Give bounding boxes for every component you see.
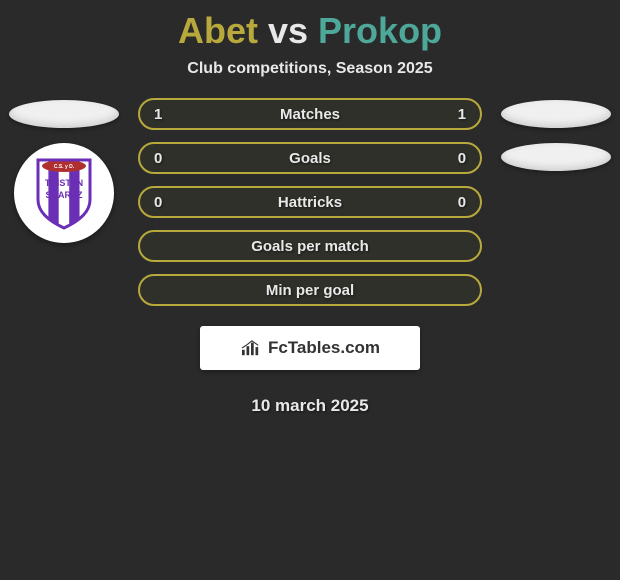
fctables-text: FcTables.com	[268, 338, 380, 358]
svg-text:C.S. y D.: C.S. y D.	[54, 164, 75, 170]
stat-row-goals-per-match: Goals per match	[138, 230, 482, 262]
stat-right-value: 0	[446, 194, 466, 211]
stat-left-value: 0	[154, 150, 174, 167]
player1-avatar-placeholder	[9, 100, 119, 128]
svg-text:SUAREZ: SUAREZ	[45, 190, 83, 200]
stat-right-value: 1	[446, 106, 466, 123]
stat-label: Goals	[289, 150, 331, 167]
comparison-widget: Abet vs Prokop Club competitions, Season…	[0, 0, 620, 426]
stat-row-min-per-goal: Min per goal	[138, 274, 482, 306]
stat-left-value: 0	[154, 194, 174, 211]
svg-text:TRISTAN: TRISTAN	[45, 178, 83, 188]
player2-avatar-placeholder	[501, 100, 611, 128]
main-area: C.S. y D. TRISTAN SUAREZ 1 Matches 1 0 G…	[0, 98, 620, 416]
shield-icon: C.S. y D. TRISTAN SUAREZ	[34, 156, 94, 230]
stat-row-matches: 1 Matches 1	[138, 98, 482, 130]
stat-left-value: 1	[154, 106, 174, 123]
stat-right-value: 0	[446, 150, 466, 167]
vs-text: vs	[268, 10, 308, 51]
stat-label: Matches	[280, 106, 340, 123]
player1-name: Abet	[178, 10, 258, 51]
stat-label: Hattricks	[278, 194, 342, 211]
stat-row-goals: 0 Goals 0	[138, 142, 482, 174]
player2-team-placeholder	[501, 143, 611, 171]
stat-row-hattricks: 0 Hattricks 0	[138, 186, 482, 218]
subtitle: Club competitions, Season 2025	[0, 60, 620, 78]
player2-name: Prokop	[318, 10, 442, 51]
left-column: C.S. y D. TRISTAN SUAREZ	[5, 98, 123, 243]
date-text: 10 march 2025	[138, 396, 482, 416]
stats-column: 1 Matches 1 0 Goals 0 0 Hattricks 0 Goal…	[138, 98, 482, 416]
page-title: Abet vs Prokop	[0, 10, 620, 52]
stat-label: Goals per match	[251, 238, 369, 255]
stat-label: Min per goal	[266, 282, 354, 299]
right-column	[497, 98, 615, 171]
fctables-link[interactable]: FcTables.com	[200, 326, 420, 370]
player1-team-badge: C.S. y D. TRISTAN SUAREZ	[14, 143, 114, 243]
bar-chart-icon	[240, 339, 262, 357]
